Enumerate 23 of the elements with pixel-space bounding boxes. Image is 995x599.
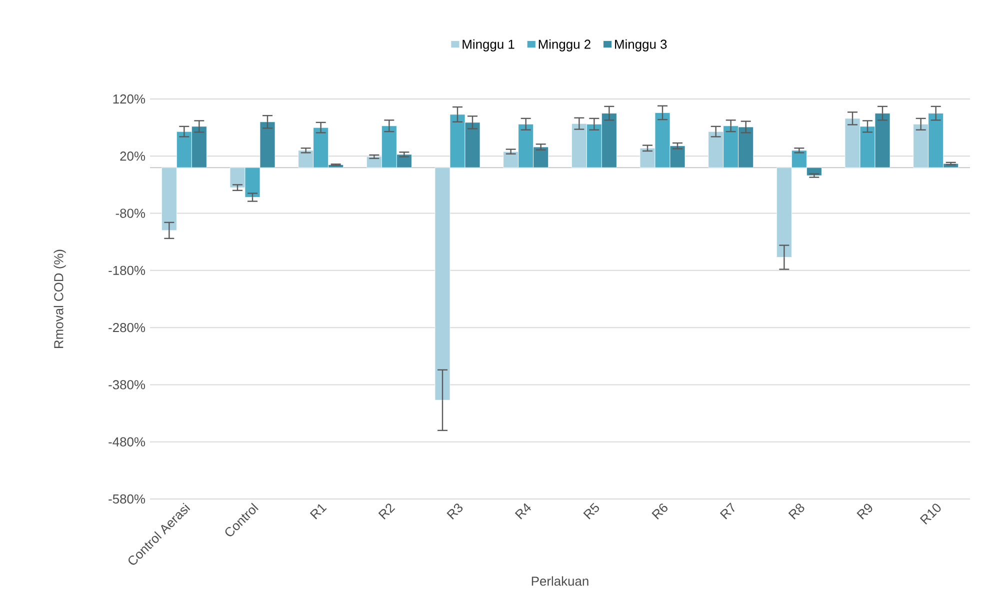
x-tick-label: R9 [856, 504, 872, 520]
x-tick-label: R3 [446, 504, 463, 520]
x-tick-label: R2 [378, 504, 396, 520]
y-tick-label: -380% [108, 380, 146, 390]
y-tick-label: -180% [108, 266, 146, 276]
y-tick-label: -480% [108, 437, 146, 446]
x-tick-label: R10 [920, 504, 941, 525]
legend-label: Minggu 2 [538, 39, 590, 52]
x-tick-label: R4 [514, 503, 531, 520]
y-tick-label: -80% [116, 208, 146, 218]
x-tick-label: R7 [720, 502, 735, 520]
y-tick-label: -280% [108, 322, 146, 332]
y-axis-title: Rmoval COD (%) [54, 250, 66, 348]
y-tick-label: 120% [113, 94, 146, 104]
x-axis-title: Perlakuan [532, 576, 588, 586]
x-tick-label: R6 [652, 504, 668, 520]
legend-label: Minggu 3 [615, 39, 667, 52]
x-tick-label: R5 [583, 502, 600, 520]
y-tick-label: 20% [120, 152, 146, 161]
legend-label: Minggu 1 [462, 39, 514, 52]
x-tick-label: R8 [788, 504, 804, 520]
y-tick-label: -580% [108, 494, 146, 504]
x-tick-label: R1 [310, 504, 327, 520]
